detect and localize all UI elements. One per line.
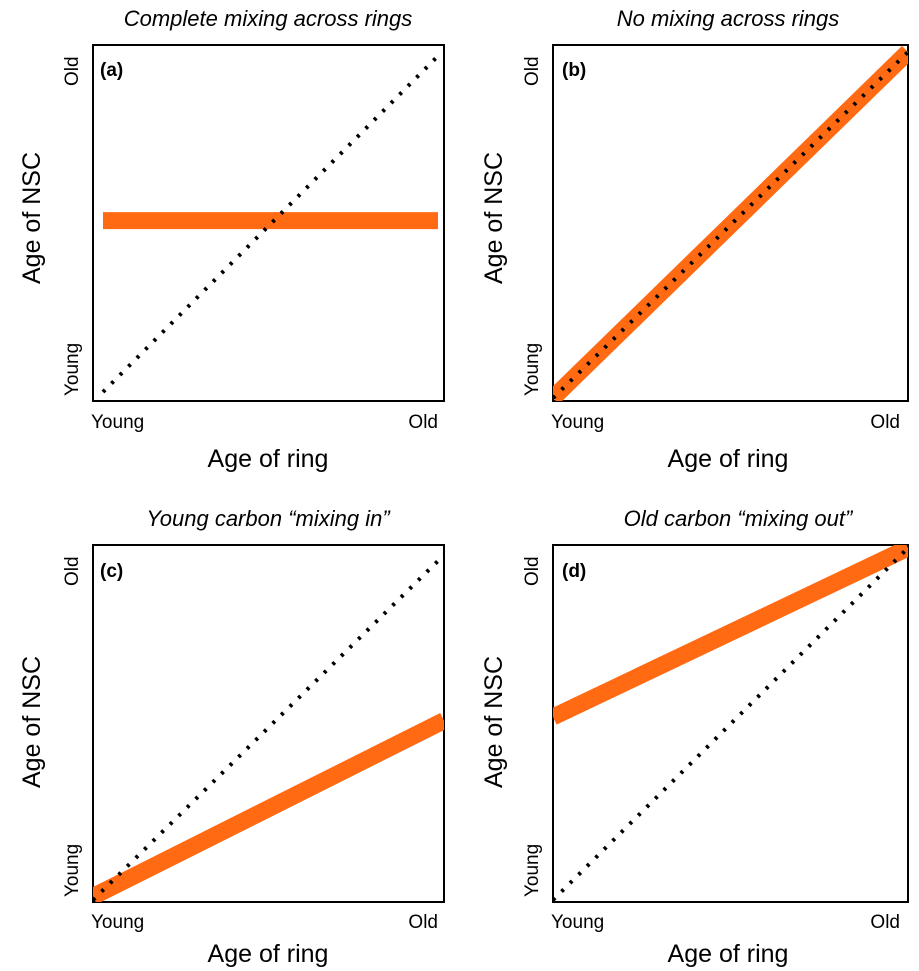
panel-b-x-tick-young: Young	[551, 412, 604, 433]
panel-a-y-tick-young: Young	[62, 343, 83, 396]
panel-d-y-axis-label: Age of NSC	[480, 656, 508, 788]
panel-c-y-tick-old: Old	[62, 556, 83, 586]
panel-b-y-tick-old: Old	[522, 56, 543, 86]
panel-d-marks	[553, 545, 908, 902]
panel-c-x-tick-young: Young	[91, 912, 144, 933]
panel-d-y-tick-young: Young	[522, 844, 543, 897]
panel-c: Young carbon “mixing in” (c) Young Old Y…	[18, 506, 445, 968]
panel-d-y-tick-old: Old	[522, 556, 543, 586]
panel-c-one-to-one-dotted-line	[93, 553, 444, 902]
panel-b-x-axis-label: Age of ring	[668, 445, 789, 473]
panel-b-label: (b)	[562, 60, 586, 81]
panel-b: No mixing across rings (b) Young Old You…	[480, 6, 909, 473]
panel-a-x-axis-label: Age of ring	[208, 445, 329, 473]
panel-b-marks	[553, 45, 908, 401]
panel-a-label: (a)	[100, 60, 123, 81]
panel-d-title: Old carbon “mixing out”	[624, 506, 854, 531]
panel-d: Old carbon “mixing out” (d) Young Old Yo…	[480, 506, 909, 968]
panel-a-marks	[101, 54, 440, 394]
panel-a-y-axis-label: Age of NSC	[18, 152, 46, 284]
panel-b-title: No mixing across rings	[617, 6, 840, 31]
panel-b-nsc-age-line	[553, 45, 908, 401]
panel-c-y-tick-young: Young	[62, 844, 83, 897]
panel-d-plot-frame	[552, 544, 909, 903]
panel-d-nsc-age-line	[553, 545, 908, 725]
panel-c-label: (c)	[100, 561, 123, 582]
panel-d-x-axis-label: Age of ring	[668, 940, 789, 968]
panel-c-x-axis-label: Age of ring	[208, 940, 329, 968]
panel-c-nsc-age-line	[93, 713, 444, 902]
panel-b-y-axis-label: Age of NSC	[480, 152, 508, 284]
panel-c-plot-frame	[92, 544, 445, 903]
panel-a-x-tick-young: Young	[91, 412, 144, 433]
panel-c-title: Young carbon “mixing in”	[146, 506, 391, 531]
panel-d-label: (d)	[562, 561, 586, 582]
panel-c-marks	[93, 553, 444, 902]
panel-a-y-tick-old: Old	[62, 56, 83, 86]
panel-d-x-tick-young: Young	[551, 912, 604, 933]
panel-b-y-tick-young: Young	[522, 343, 543, 396]
panel-c-x-tick-old: Old	[408, 912, 438, 933]
panel-d-x-tick-old: Old	[870, 912, 900, 933]
panel-a: Complete mixing across rings (a) Young O…	[18, 6, 445, 473]
panel-b-x-tick-old: Old	[870, 412, 900, 433]
panel-a-title: Complete mixing across rings	[124, 6, 413, 31]
panel-a-x-tick-old: Old	[408, 412, 438, 433]
panel-c-y-axis-label: Age of NSC	[18, 656, 46, 788]
